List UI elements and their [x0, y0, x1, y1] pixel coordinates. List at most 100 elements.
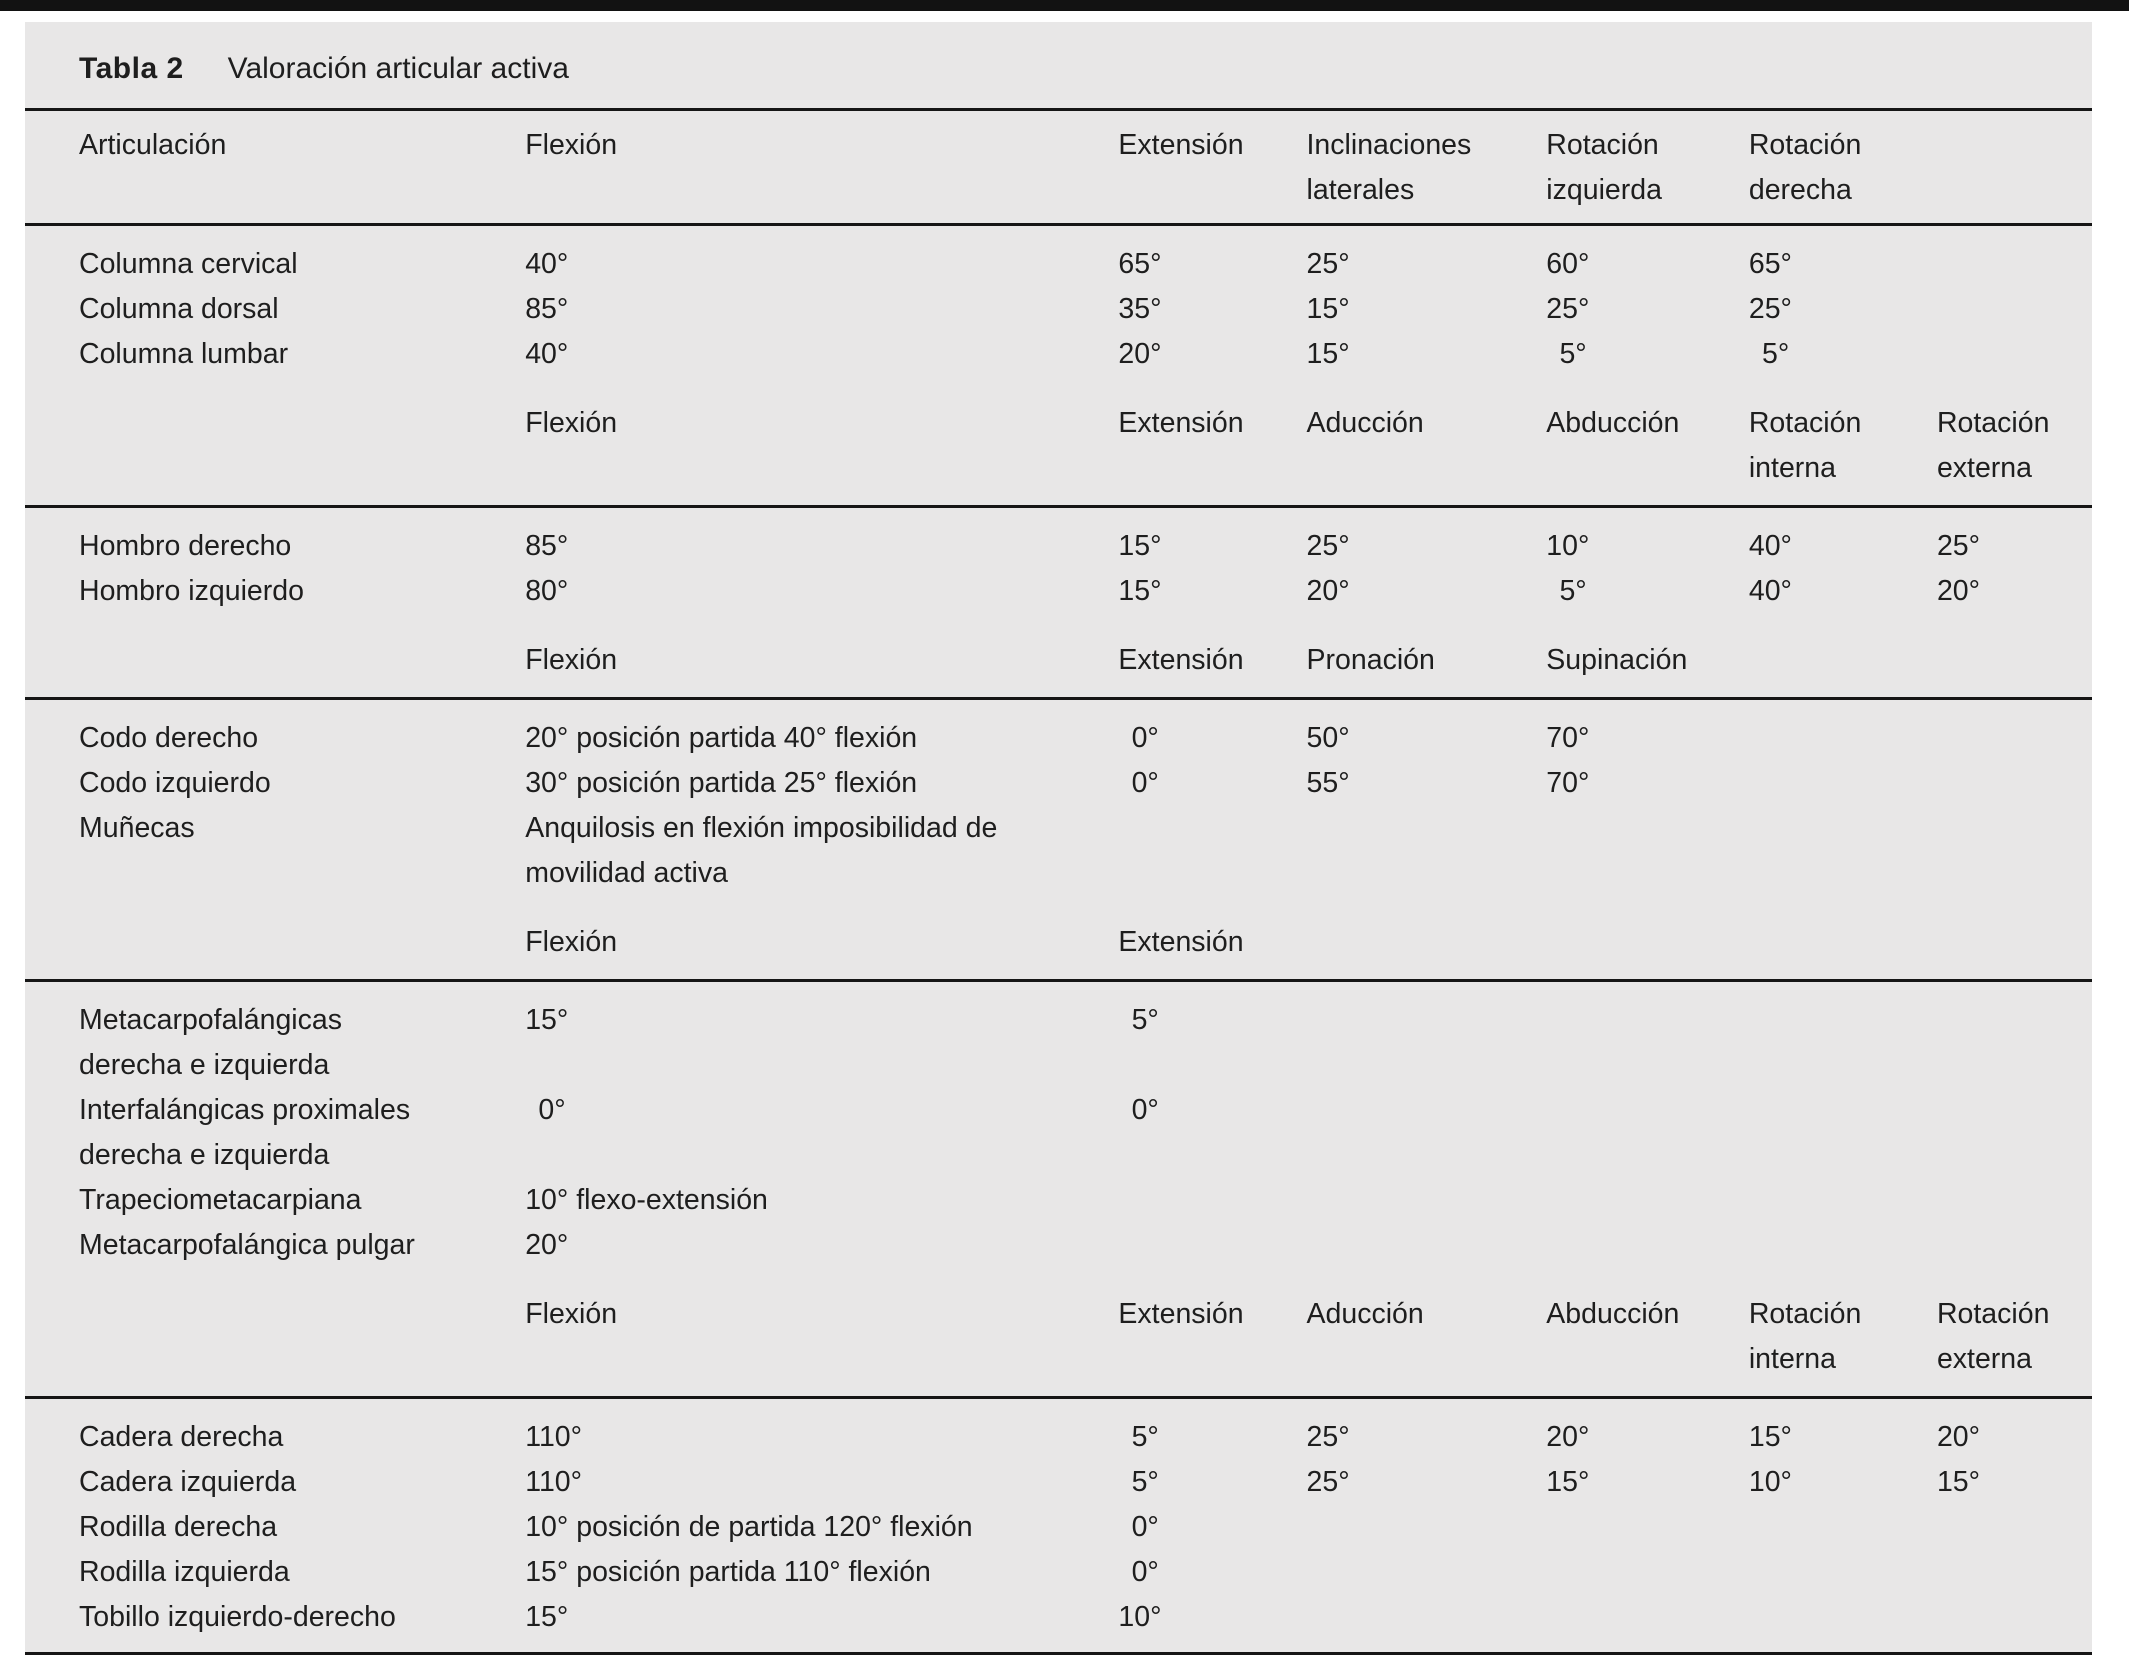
value-cell: 25°: [1546, 293, 1590, 325]
empty-cell: [1118, 1223, 1306, 1268]
subheader-cell: Aducción: [1306, 1298, 1424, 1330]
empty-cell: [1546, 1223, 1749, 1268]
value-cell: 5°: [1131, 1421, 1159, 1453]
empty-cell: [1546, 1088, 1749, 1178]
subheader-cell: Supinación: [1546, 644, 1688, 676]
value-cell: 40°: [1748, 530, 1792, 562]
value-cell: 10° flexo-extensión: [525, 1184, 768, 1216]
empty-cell: [1937, 1595, 2092, 1654]
subheader-cell: Rotación externa: [1936, 407, 2050, 484]
value-cell: 35°: [1118, 293, 1162, 325]
subheader-cell: Flexión: [525, 1298, 618, 1330]
col-header-rotacion-izquierda: Rotación izquierda: [1546, 129, 1662, 206]
value-cell: 15°: [1118, 530, 1162, 562]
subheader-cell: Flexión: [525, 407, 618, 439]
value-cell: 5°: [1131, 1004, 1159, 1036]
value-cell: 55°: [1306, 767, 1350, 799]
section-columna-vertebral: Columna cervical 40° 65° 25° 60° 65° Col…: [25, 225, 2092, 507]
empty-cell: [1307, 1505, 1547, 1550]
col-header-articulacion: Articulación: [79, 129, 227, 161]
value-cell: 20°: [1936, 1421, 1981, 1453]
empty-cell: [1937, 806, 2092, 896]
header-section: Articulación Flexión Extensión Inclinaci…: [25, 111, 2092, 225]
col-header-inclinaciones: Inclinaciones laterales: [1306, 129, 1472, 206]
empty-cell: [1118, 806, 1306, 896]
empty-cell: [1937, 111, 2092, 225]
empty-cell: [1749, 981, 1937, 1089]
empty-cell: [1307, 806, 1547, 896]
empty-cell: [1749, 1178, 1937, 1223]
row-label: Muñecas: [79, 812, 195, 844]
value-cell: 0°: [1131, 722, 1159, 754]
empty-cell: [1307, 981, 1547, 1089]
table-row: Hombro izquierdo 80° 15° 20° 5° 40° 20°: [25, 569, 2092, 614]
row-label: Codo derecho: [79, 722, 259, 754]
value-cell: 50°: [1306, 722, 1350, 754]
empty-cell: [1937, 1550, 2092, 1595]
value-cell: 110°: [525, 1466, 583, 1498]
section-cadera-rodilla-tobillo: Cadera derecha 110° 5° 25° 20° 15° 20° C…: [25, 1398, 2092, 1654]
empty-cell: [1749, 1505, 1937, 1550]
value-cell: 85°: [525, 530, 569, 562]
value-cell: 25°: [1306, 530, 1350, 562]
table-row: Metacarpofalángicas derecha e izquierda …: [25, 981, 2092, 1089]
table-row: Tobillo izquierdo-derecho 15° 10°: [25, 1595, 2092, 1654]
value-cell: 20° posición partida 40° flexión: [525, 722, 918, 754]
row-label: Rodilla derecha: [79, 1511, 278, 1543]
empty-cell: [1749, 1088, 1937, 1178]
empty-cell: [25, 896, 525, 981]
value-cell: 110°: [525, 1421, 583, 1453]
value-cell: 5°: [1762, 338, 1790, 370]
row-label: Hombro derecho: [79, 530, 292, 562]
value-cell: 15°: [1748, 1421, 1792, 1453]
empty-cell: [1546, 896, 1749, 981]
value-cell: 15°: [1118, 575, 1162, 607]
empty-cell: [1937, 614, 2092, 699]
table-title: Valoración articular activa: [227, 52, 569, 85]
empty-cell: [1937, 332, 2092, 377]
table-row: Metacarpofalángica pulgar 20°: [25, 1223, 2092, 1268]
empty-cell: [1546, 981, 1749, 1089]
table-row: Columna dorsal 85° 35° 15° 25° 25°: [25, 287, 2092, 332]
table-panel: Tabla 2 Valoración articular activa Artic…: [25, 22, 2092, 1655]
section-codo-munecas: Codo derecho 20° posición partida 40° fl…: [25, 699, 2092, 981]
empty-cell: [1546, 1595, 1749, 1654]
empty-cell: [1307, 1178, 1547, 1223]
column-header-row: Articulación Flexión Extensión Inclinaci…: [25, 111, 2092, 225]
empty-cell: [1546, 1550, 1749, 1595]
empty-cell: [1546, 806, 1749, 896]
row-label: Interfalángicas proximales derecha e izq…: [79, 1094, 411, 1171]
subheader-cell: Aducción: [1306, 407, 1424, 439]
value-cell: 40°: [1748, 575, 1792, 607]
table-row: Rodilla izquierda 15° posición partida 1…: [25, 1550, 2092, 1595]
table-row: Interfalángicas proximales derecha e izq…: [25, 1088, 2092, 1178]
subheader-cell: Rotación interna: [1748, 407, 1862, 484]
value-cell: 0°: [1131, 1511, 1159, 1543]
value-cell: 40°: [525, 248, 569, 280]
subheader-cell: Extensión: [1118, 407, 1244, 439]
empty-cell: [1937, 1223, 2092, 1268]
col-header-extension: Extensión: [1118, 129, 1244, 161]
table-row: Codo izquierdo 30° posición partida 25° …: [25, 761, 2092, 806]
subheader-cell: Abducción: [1546, 407, 1680, 439]
subheader-cell: Rotación externa: [1936, 1298, 2050, 1375]
value-cell: 20°: [1118, 338, 1162, 370]
section-mano: Metacarpofalángicas derecha e izquierda …: [25, 981, 2092, 1398]
row-label: Tobillo izquierdo-derecho: [79, 1601, 396, 1633]
empty-cell: [1749, 699, 1937, 762]
empty-cell: [1307, 1223, 1547, 1268]
value-cell: 15°: [1306, 293, 1350, 325]
subheader-row: Flexión Extensión Aducción Abducción Rot…: [25, 1268, 2092, 1398]
page-top-rule: [0, 0, 2129, 11]
table-row: Cadera izquierda 110° 5° 25° 15° 10° 15°: [25, 1460, 2092, 1505]
col-header-rotacion-derecha: Rotación derecha: [1748, 129, 1862, 206]
value-cell: 25°: [1936, 530, 1981, 562]
value-cell: 30° posición partida 25° flexión: [525, 767, 918, 799]
value-cell: 65°: [1118, 248, 1162, 280]
table-row: Hombro derecho 85° 15° 25° 10° 40° 25°: [25, 507, 2092, 570]
value-cell: 80°: [525, 575, 569, 607]
table-number: Tabla 2: [79, 52, 184, 85]
subheader-row: Flexión Extensión: [25, 896, 2092, 981]
subheader-cell: Flexión: [525, 926, 618, 958]
value-cell: 10°: [1118, 1601, 1162, 1633]
